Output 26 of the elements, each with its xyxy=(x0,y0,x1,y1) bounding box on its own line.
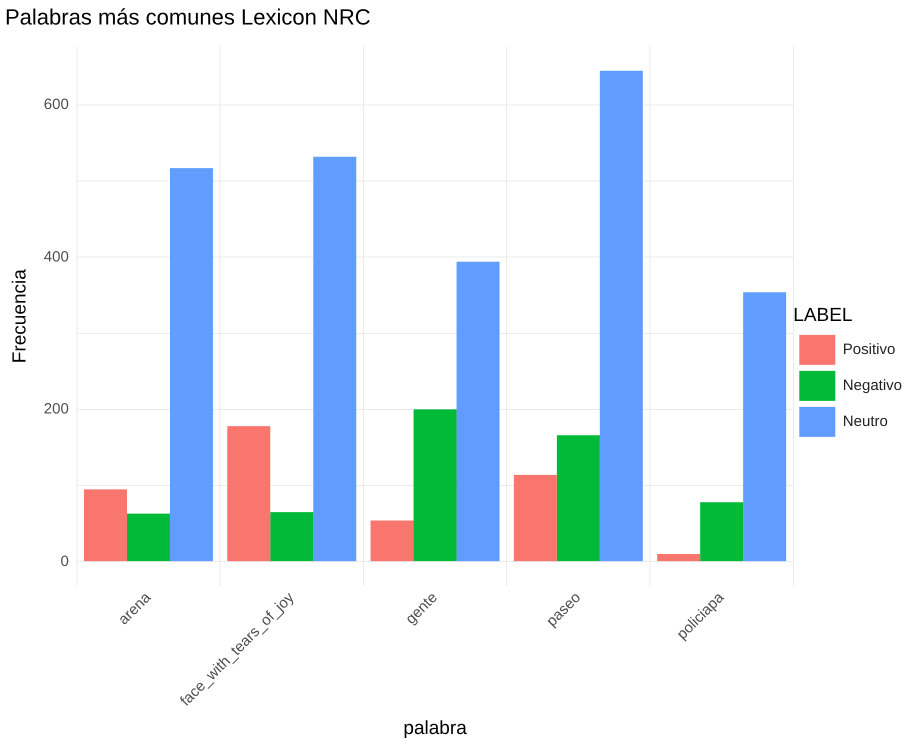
bar xyxy=(313,156,356,562)
legend-title: LABEL xyxy=(793,304,852,326)
chart-title: Palabras más comunes Lexicon NRC xyxy=(5,4,371,30)
bar xyxy=(514,474,557,562)
bar xyxy=(556,435,600,562)
y-tick-label: 400 xyxy=(44,248,69,266)
y-tick-label: 0 xyxy=(60,552,69,570)
legend-label: Negativo xyxy=(842,377,902,394)
bar xyxy=(270,512,314,562)
bar xyxy=(743,292,786,562)
bar xyxy=(126,514,170,562)
bar xyxy=(227,426,270,562)
y-axis-title: Frecuencia xyxy=(10,268,31,364)
x-axis-title: palabra xyxy=(403,718,468,739)
legend-label: Neutro xyxy=(842,413,888,430)
legend-label: Positivo xyxy=(842,341,896,358)
bar xyxy=(456,262,500,562)
bar xyxy=(370,520,414,562)
bar xyxy=(170,168,213,562)
y-tick-label: 200 xyxy=(44,400,69,418)
bar xyxy=(700,502,744,562)
bar xyxy=(657,554,700,562)
y-tick-label: 600 xyxy=(44,96,69,114)
bar xyxy=(414,409,457,562)
bar xyxy=(600,70,643,562)
bar xyxy=(84,489,127,562)
